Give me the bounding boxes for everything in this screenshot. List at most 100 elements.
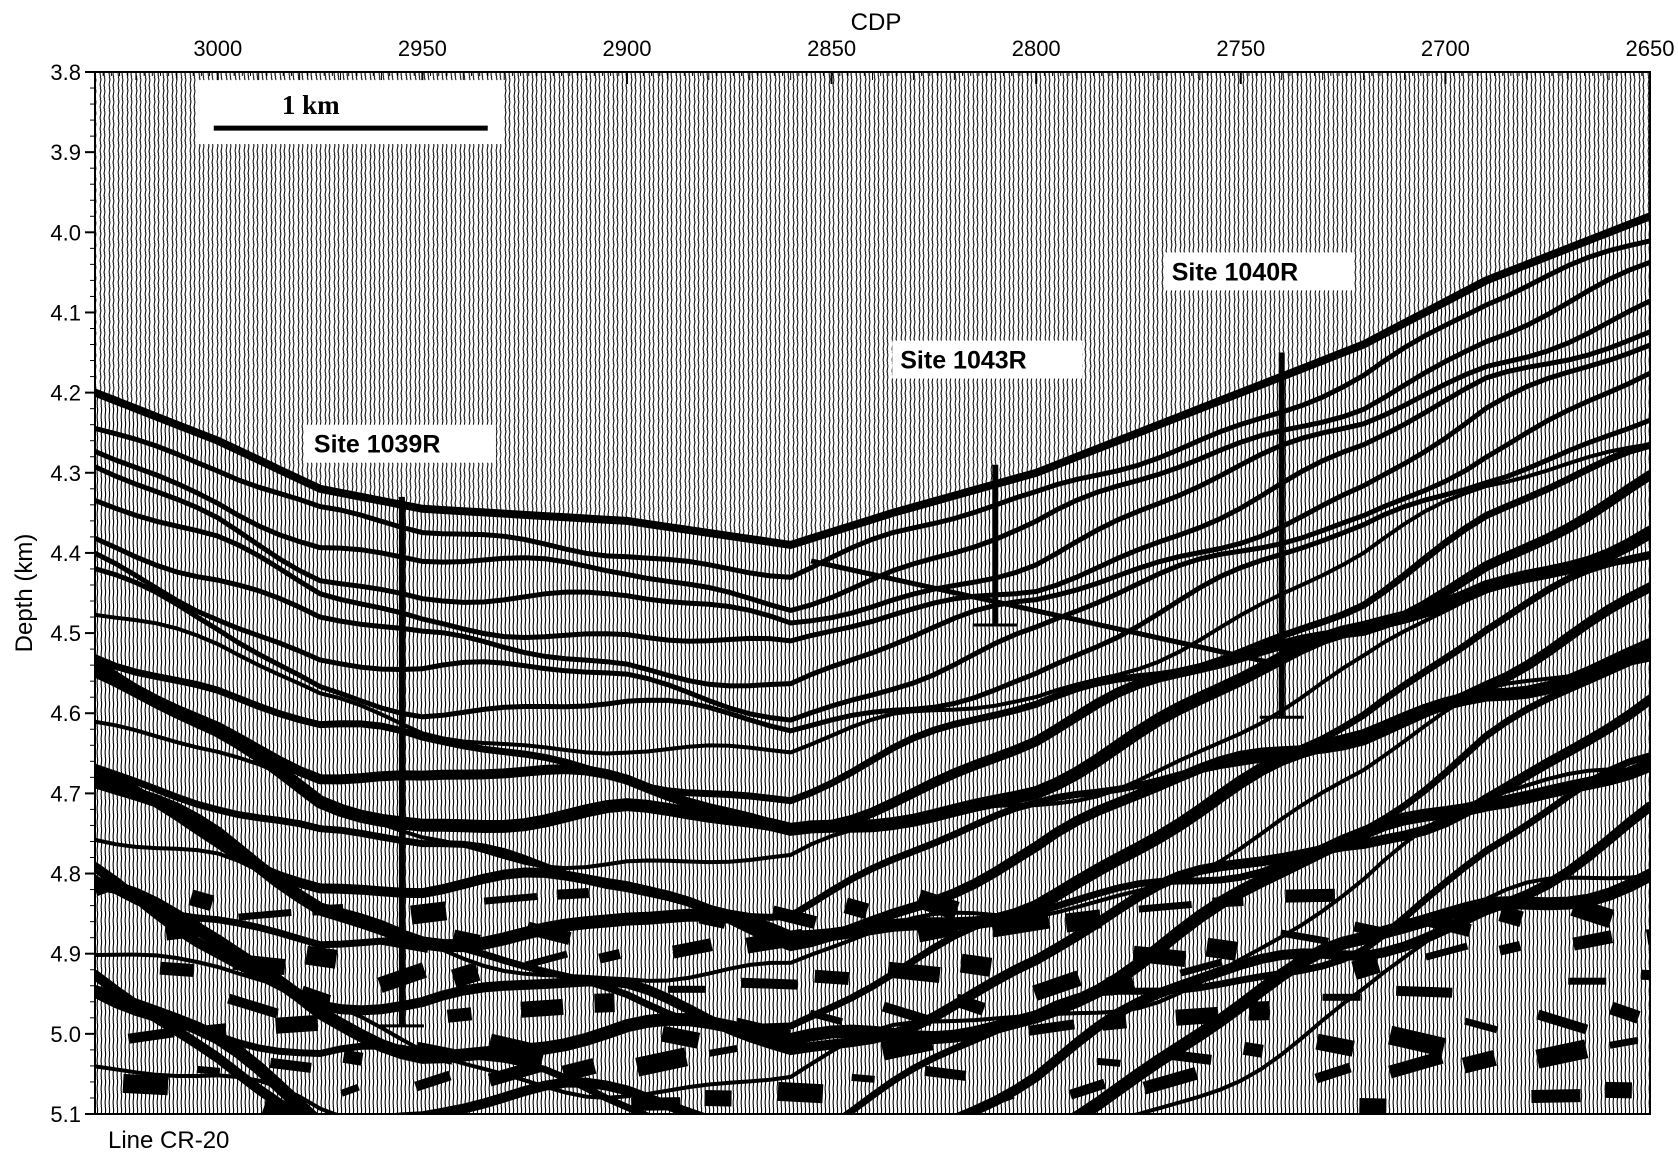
scale-bar-label: 1 km (282, 90, 340, 120)
y-tick-label: 4.9 (50, 942, 81, 967)
x-tick-label: 2950 (398, 36, 447, 61)
chaotic-reflector (127, 1027, 175, 1044)
chaotic-reflector (561, 1058, 597, 1082)
chaotic-reflector (851, 1073, 875, 1083)
chaotic-reflector (598, 948, 622, 964)
chaotic-reflector (771, 905, 817, 929)
chaotic-reflector (1242, 1041, 1264, 1058)
x-tick-label: 2750 (1216, 36, 1265, 61)
chaotic-reflector (342, 1049, 364, 1066)
sub-reflector (95, 238, 1650, 580)
chaotic-reflector (1280, 929, 1329, 945)
chaotic-reflector (483, 892, 538, 905)
chaotic-reflector (1570, 897, 1615, 929)
chaotic-reflector (1498, 940, 1522, 956)
chaotic-reflector (698, 913, 727, 929)
sub-reflector (95, 650, 1650, 1032)
scale-bar-backing (197, 80, 504, 145)
chaotic-reflector (991, 912, 1051, 938)
chaotic-reflector (227, 993, 279, 1019)
tick-layer: 3000 2950 2900 2850 2800 2750 2700 2650 3.8 3.9 4.… (50, 36, 1674, 1127)
chaotic-reflector (1212, 895, 1244, 908)
y-tick-label: 4.7 (50, 781, 81, 806)
x-axis-title: CDP (851, 9, 902, 36)
x-tick-label: 2700 (1421, 36, 1470, 61)
chaotic-reflector (311, 903, 344, 916)
reflector-layer (95, 212, 1650, 1114)
chaotic-reflector (410, 901, 448, 925)
chaotic-reflector (1424, 942, 1469, 961)
sub-reflector (95, 329, 1650, 644)
chaotic-reflector (1064, 909, 1102, 933)
sub-reflector (95, 259, 1650, 613)
y-tick-label: 5.0 (50, 1022, 81, 1047)
chaotic-reflector (1105, 970, 1136, 996)
dipping-reflector (810, 558, 1283, 668)
sub-reflector (95, 873, 1650, 1114)
line-label: Line CR-20 (108, 1127, 229, 1154)
chaotic-reflector (809, 1009, 843, 1026)
chaotic-reflector (1498, 905, 1524, 928)
chaotic-reflector (196, 1065, 221, 1075)
chaotic-reflector (1028, 1019, 1075, 1036)
chaotic-reflector (924, 1065, 967, 1081)
chaotic-reflector (1609, 1037, 1638, 1049)
site-label: Site 1039R (314, 431, 440, 459)
chaotic-reflector (1395, 985, 1453, 998)
y-tick-label: 4.6 (50, 701, 81, 726)
x-tick-label: 2800 (1012, 36, 1061, 61)
chaotic-reflector (557, 887, 589, 900)
chaotic-reflector (1425, 913, 1472, 937)
x-tick-label: 2900 (603, 36, 652, 61)
chaotic-reflector (671, 938, 713, 959)
chaotic-reflector (415, 1041, 455, 1065)
y-axis-title: Depth (km) (11, 534, 38, 653)
sediment-layer (95, 216, 1650, 1114)
chaotic-reflector (159, 961, 195, 978)
chaotic-reflector (524, 950, 569, 969)
site-label-backing (305, 424, 496, 463)
chaotic-reflector (1205, 937, 1238, 961)
sub-reflector (95, 638, 1650, 953)
chaotic-reflector (667, 985, 706, 993)
chaotic-reflector (995, 1091, 1015, 1105)
chaotic-reflector (1101, 1015, 1127, 1031)
chaotic-reflector (232, 953, 286, 976)
sub-reflector (95, 801, 1650, 1114)
chaotic-reflector (269, 1057, 312, 1073)
chaotic-reflector (881, 1001, 934, 1027)
chaotic-reflector (887, 961, 941, 984)
chaotic-reflector (1315, 1033, 1355, 1057)
chaotic-reflector (741, 977, 798, 990)
chaotic-reflector (1568, 977, 1607, 985)
chaotic-reflector (745, 928, 805, 954)
chaotic-reflector (1351, 954, 1381, 980)
chaotic-reflector (814, 969, 850, 986)
y-tick-label: 4.4 (50, 541, 81, 566)
site-label-backing (1163, 252, 1354, 291)
chaotic-reflector (1032, 970, 1082, 1001)
chaotic-reflector (520, 998, 564, 1018)
chaotic-reflector (188, 889, 215, 912)
chaotic-reflector (1536, 1009, 1589, 1035)
y-tick-label: 4.2 (50, 381, 81, 406)
chaotic-reflector (1249, 1001, 1270, 1021)
site-layer: Site 1039R Site 1043R Site 1040R (305, 252, 1354, 1028)
site-label: Site 1040R (1172, 258, 1298, 286)
chaotic-reflector (122, 1073, 169, 1096)
y-tick-label: 4.5 (50, 621, 81, 646)
chaotic-reflector (954, 1028, 984, 1041)
sub-reflector (95, 298, 1650, 626)
chaotic-reflector (1461, 1050, 1497, 1074)
sub-reflector (95, 442, 1650, 756)
y-tick-label: 5.1 (50, 1102, 81, 1127)
chaotic-reflector (1641, 969, 1650, 982)
sub-reflector (95, 441, 1650, 805)
chaotic-reflector (201, 1023, 227, 1039)
chaotic-reflector (880, 1031, 934, 1061)
site-label-backing (892, 340, 1083, 379)
chaotic-reflector (954, 993, 986, 1016)
chaotic-reflector (1359, 1097, 1387, 1114)
